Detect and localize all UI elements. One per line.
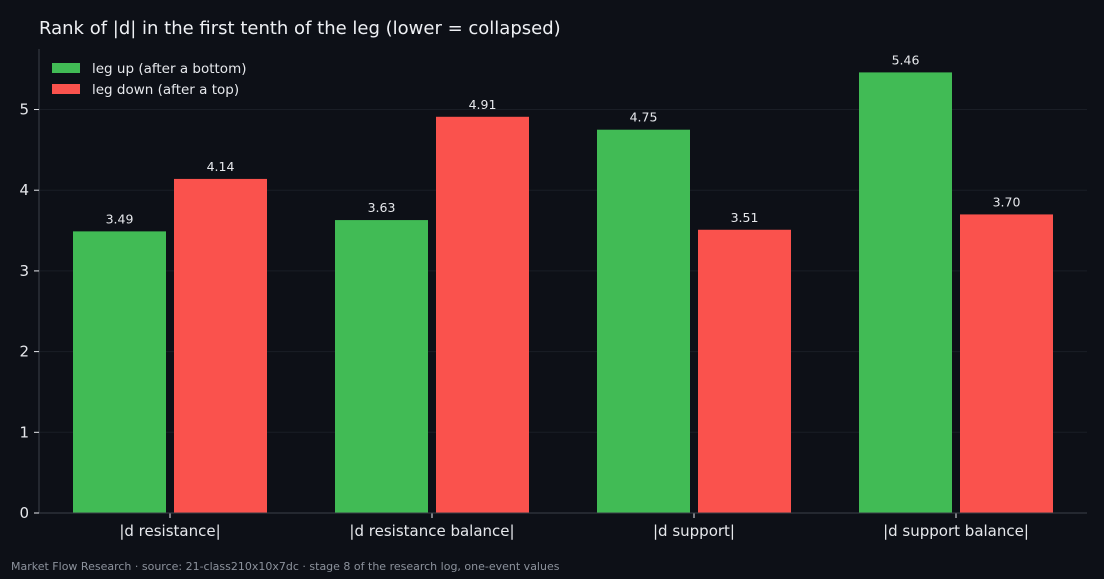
legend-label: leg up (after a bottom) [92, 61, 247, 77]
legend: leg up (after a bottom) leg down (after a… [52, 61, 247, 98]
data-label: 3.49 [106, 211, 134, 226]
bar [698, 229, 791, 514]
bar [174, 178, 267, 514]
bar [859, 72, 952, 514]
legend-swatch [52, 63, 80, 73]
data-label: 3.51 [731, 210, 759, 225]
bar [960, 214, 1053, 513]
x-tick-label: |d support| [653, 522, 735, 540]
bar [436, 116, 529, 513]
legend-swatch [52, 84, 80, 94]
y-tick-label: 4 [19, 181, 29, 199]
y-tick-label: 0 [19, 504, 29, 522]
chart-title: Rank of |d| in the first tenth of the le… [39, 18, 561, 39]
bar [335, 220, 428, 514]
legend-label: leg down (after a top) [92, 82, 239, 98]
data-label: 4.75 [630, 110, 658, 125]
y-tick-label: 1 [19, 423, 29, 441]
y-tick-label: 2 [19, 343, 29, 361]
axes: |d resistance| |d resistance balance| |d s… [19, 49, 1087, 540]
x-tick-label: |d resistance| [119, 522, 220, 540]
bars [73, 72, 1053, 514]
data-label: 4.14 [207, 159, 235, 174]
x-tick-label: |d support balance| [883, 522, 1029, 540]
data-label: 4.91 [469, 97, 497, 112]
x-tick-label: |d resistance balance| [349, 522, 514, 540]
y-tick-label: 3 [19, 262, 29, 280]
data-label: 5.46 [892, 52, 920, 67]
y-tick-label: 5 [19, 101, 29, 119]
bar [73, 231, 166, 513]
data-label: 3.63 [368, 200, 396, 215]
footer-note: Market Flow Research · source: 21-class2… [11, 560, 560, 573]
bar [597, 129, 690, 513]
value-labels: 3.49 4.14 3.63 4.91 4.75 3.51 5.46 3.70 [106, 52, 1021, 226]
data-label: 3.70 [993, 194, 1021, 209]
